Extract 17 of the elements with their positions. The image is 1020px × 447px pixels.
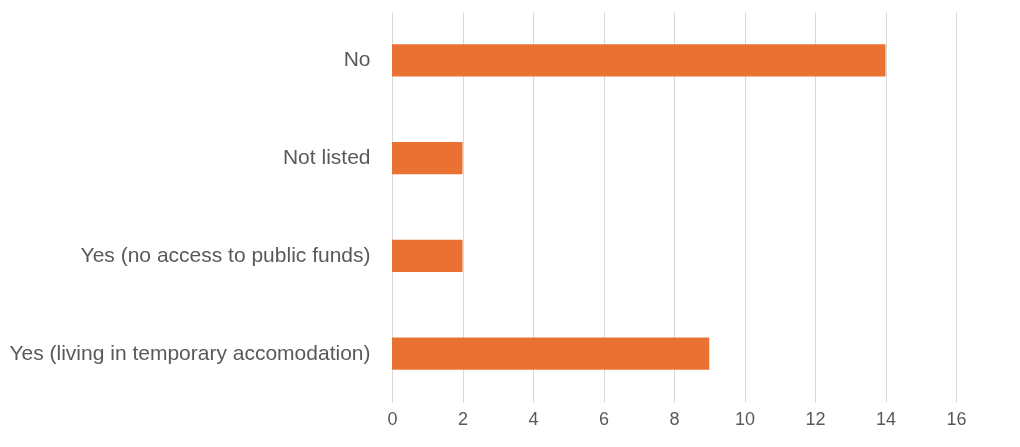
y-tick-label: Not listed [282,145,371,169]
x-tick-label: 6 [598,408,610,429]
bar [392,239,463,272]
bar [392,337,710,370]
x-tick-label: 14 [875,408,897,429]
y-tick-label: Yes (living in temporary accomodation) [9,340,371,364]
bar [392,44,886,77]
x-tick-label: 2 [457,408,469,429]
x-tick-label: 8 [669,408,680,429]
x-tick-label: 10 [734,408,756,429]
x-tick-label: 16 [946,408,967,429]
y-tick-label: Yes (no access to public funds) [80,242,371,266]
x-tick-label: 0 [387,408,398,429]
bar [392,142,463,175]
x-tick-label: 4 [528,408,539,429]
y-tick-label: No [343,47,371,71]
x-tick-label: 12 [805,408,826,429]
